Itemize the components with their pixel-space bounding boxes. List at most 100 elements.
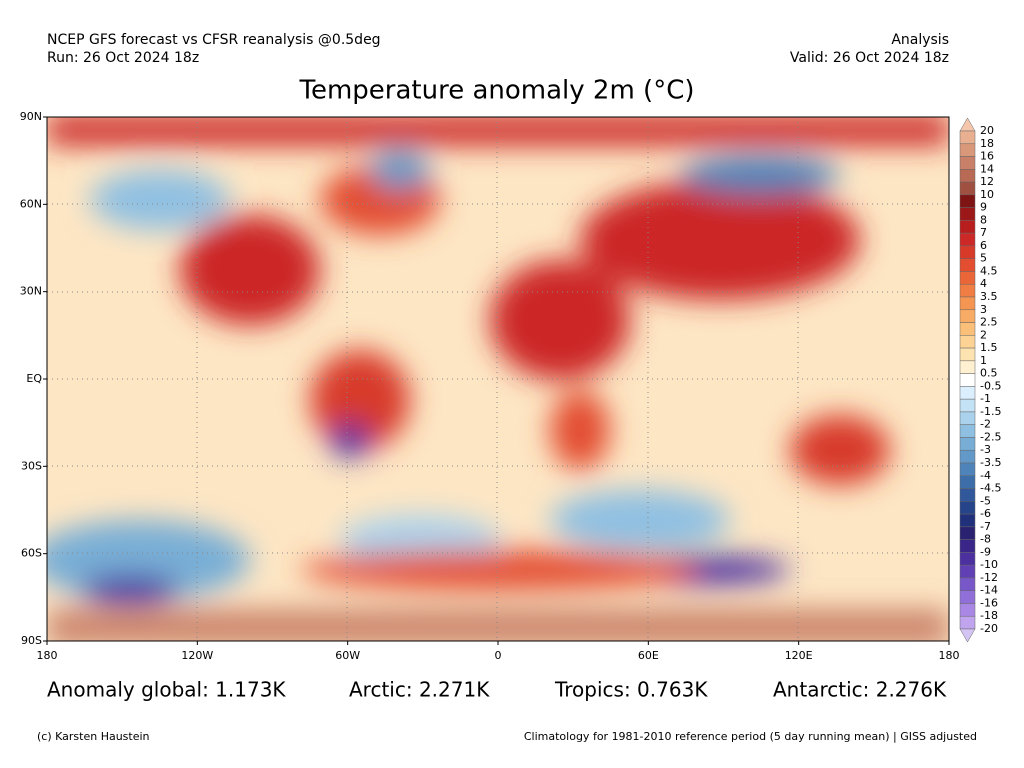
credit: (c) Karsten Haustein xyxy=(37,730,150,743)
lon-label: 180 xyxy=(37,649,58,662)
title: Temperature anomaly 2m (°C) xyxy=(299,76,695,106)
lat-label: 60N xyxy=(20,197,42,210)
note: Climatology for 1981-2010 reference peri… xyxy=(524,730,977,743)
colorbar-bin xyxy=(959,603,976,617)
colorbar-label: 2 xyxy=(980,328,987,341)
graticule xyxy=(47,117,949,641)
colorbar: 201816141210987654.543.532.521.510.5-0.5… xyxy=(959,117,1001,643)
lat-label: 30N xyxy=(20,285,42,298)
colorbar-bin xyxy=(959,539,976,553)
run: Run: 26 Oct 2024 18z xyxy=(47,50,199,66)
kind: Analysis xyxy=(891,32,949,48)
colorbar-bin xyxy=(959,258,976,272)
colorbar-bin xyxy=(959,475,976,489)
colorbar-label: 7 xyxy=(980,226,987,239)
colorbar-label: 6 xyxy=(980,239,987,252)
colorbar-bin xyxy=(959,411,976,425)
colorbar-label: 18 xyxy=(980,137,994,150)
colorbar-bin xyxy=(959,360,976,374)
colorbar-label: -1 xyxy=(980,392,991,405)
colorbar-label: -3 xyxy=(980,443,991,456)
colorbar-label: 3.5 xyxy=(980,290,998,303)
colorbar-label: 1.5 xyxy=(980,341,998,354)
colorbar-label: 10 xyxy=(980,188,994,201)
colorbar-bin xyxy=(959,232,976,247)
colorbar-cap xyxy=(959,628,976,643)
lat-label: 90S xyxy=(21,634,42,647)
colorbar-bin xyxy=(959,271,976,285)
colorbar-label: 2.5 xyxy=(980,316,998,329)
colorbar-bin xyxy=(959,220,976,234)
colorbar-label: -2 xyxy=(980,418,991,431)
source: NCEP GFS forecast vs CFSR reanalysis @0.… xyxy=(47,32,381,48)
colorbar-label: -18 xyxy=(980,609,998,622)
colorbar-bin xyxy=(959,615,976,630)
colorbar-bin xyxy=(959,283,976,298)
colorbar-label: -4.5 xyxy=(980,482,1001,495)
colorbar-bin xyxy=(959,335,976,349)
colorbar-bin xyxy=(959,309,976,323)
lon-label: 120W xyxy=(181,649,213,662)
colorbar-label: 12 xyxy=(980,175,994,188)
colorbar-bin xyxy=(959,181,976,196)
colorbar-label: 8 xyxy=(980,213,987,226)
colorbar-bin xyxy=(959,590,976,604)
anomaly-field xyxy=(47,117,949,641)
colorbar-bin xyxy=(959,462,976,477)
stat: Tropics: 0.763K xyxy=(554,678,708,702)
colorbar-label: 4 xyxy=(980,277,987,290)
colorbar-bin xyxy=(959,526,976,540)
colorbar-bin xyxy=(959,398,976,413)
colorbar-bin xyxy=(959,424,976,438)
colorbar-bin xyxy=(959,449,976,464)
lon-label: 120E xyxy=(785,649,813,662)
colorbar-label: -1.5 xyxy=(980,405,1001,418)
colorbar-label: 16 xyxy=(980,150,994,163)
colorbar-bin xyxy=(959,577,976,591)
colorbar-label: -5 xyxy=(980,494,991,507)
lat-label: 60S xyxy=(21,547,42,560)
colorbar-label: 1 xyxy=(980,354,987,367)
colorbar-label: -7 xyxy=(980,520,991,533)
colorbar-bin xyxy=(959,143,976,157)
stat: Anomaly global: 1.173K xyxy=(47,678,286,702)
colorbar-label: -9 xyxy=(980,545,991,558)
map-labels: 90N 60N 30N EQ 30S 60S 90S 180 120W 60W 0 60E 120E 18… xyxy=(20,110,960,662)
colorbar-label: 20 xyxy=(980,124,994,137)
lat-label: 30S xyxy=(21,459,42,472)
stat: Antarctic: 2.276K xyxy=(773,678,947,702)
colorbar-bin xyxy=(959,437,976,451)
colorbar-bin xyxy=(959,245,976,259)
colorbar-bin xyxy=(959,207,976,221)
colorbar-bin xyxy=(959,156,976,170)
colorbar-label: -6 xyxy=(980,507,991,520)
lon-label: 60W xyxy=(335,649,360,662)
colorbar-bin xyxy=(959,552,976,566)
colorbar-label: -3.5 xyxy=(980,456,1001,469)
lat-label: 90N xyxy=(20,110,42,123)
colorbar-label: 14 xyxy=(980,162,994,175)
valid: Valid: 26 Oct 2024 18z xyxy=(790,50,949,66)
colorbar-label: -2.5 xyxy=(980,430,1001,443)
colorbar-label: -10 xyxy=(980,558,998,571)
colorbar-label: -0.5 xyxy=(980,379,1001,392)
colorbar-bin xyxy=(959,194,976,208)
colorbar-bin xyxy=(959,488,976,502)
colorbar-label: -16 xyxy=(980,596,998,609)
colorbar-label: -12 xyxy=(980,571,998,584)
colorbar-label: -4 xyxy=(980,469,991,482)
colorbar-bin xyxy=(959,130,976,145)
colorbar-label: 5 xyxy=(980,252,987,265)
colorbar-label: -20 xyxy=(980,622,998,635)
colorbar-label: -8 xyxy=(980,533,991,546)
colorbar-bin xyxy=(959,296,976,311)
colorbar-bin xyxy=(959,513,976,528)
colorbar-label: 0.5 xyxy=(980,367,998,380)
colorbar-bin xyxy=(959,373,976,387)
colorbar-label: 3 xyxy=(980,303,987,316)
colorbar-cap xyxy=(959,117,976,132)
colorbar-bin xyxy=(959,169,976,183)
stat: Arctic: 2.271K xyxy=(349,678,490,702)
